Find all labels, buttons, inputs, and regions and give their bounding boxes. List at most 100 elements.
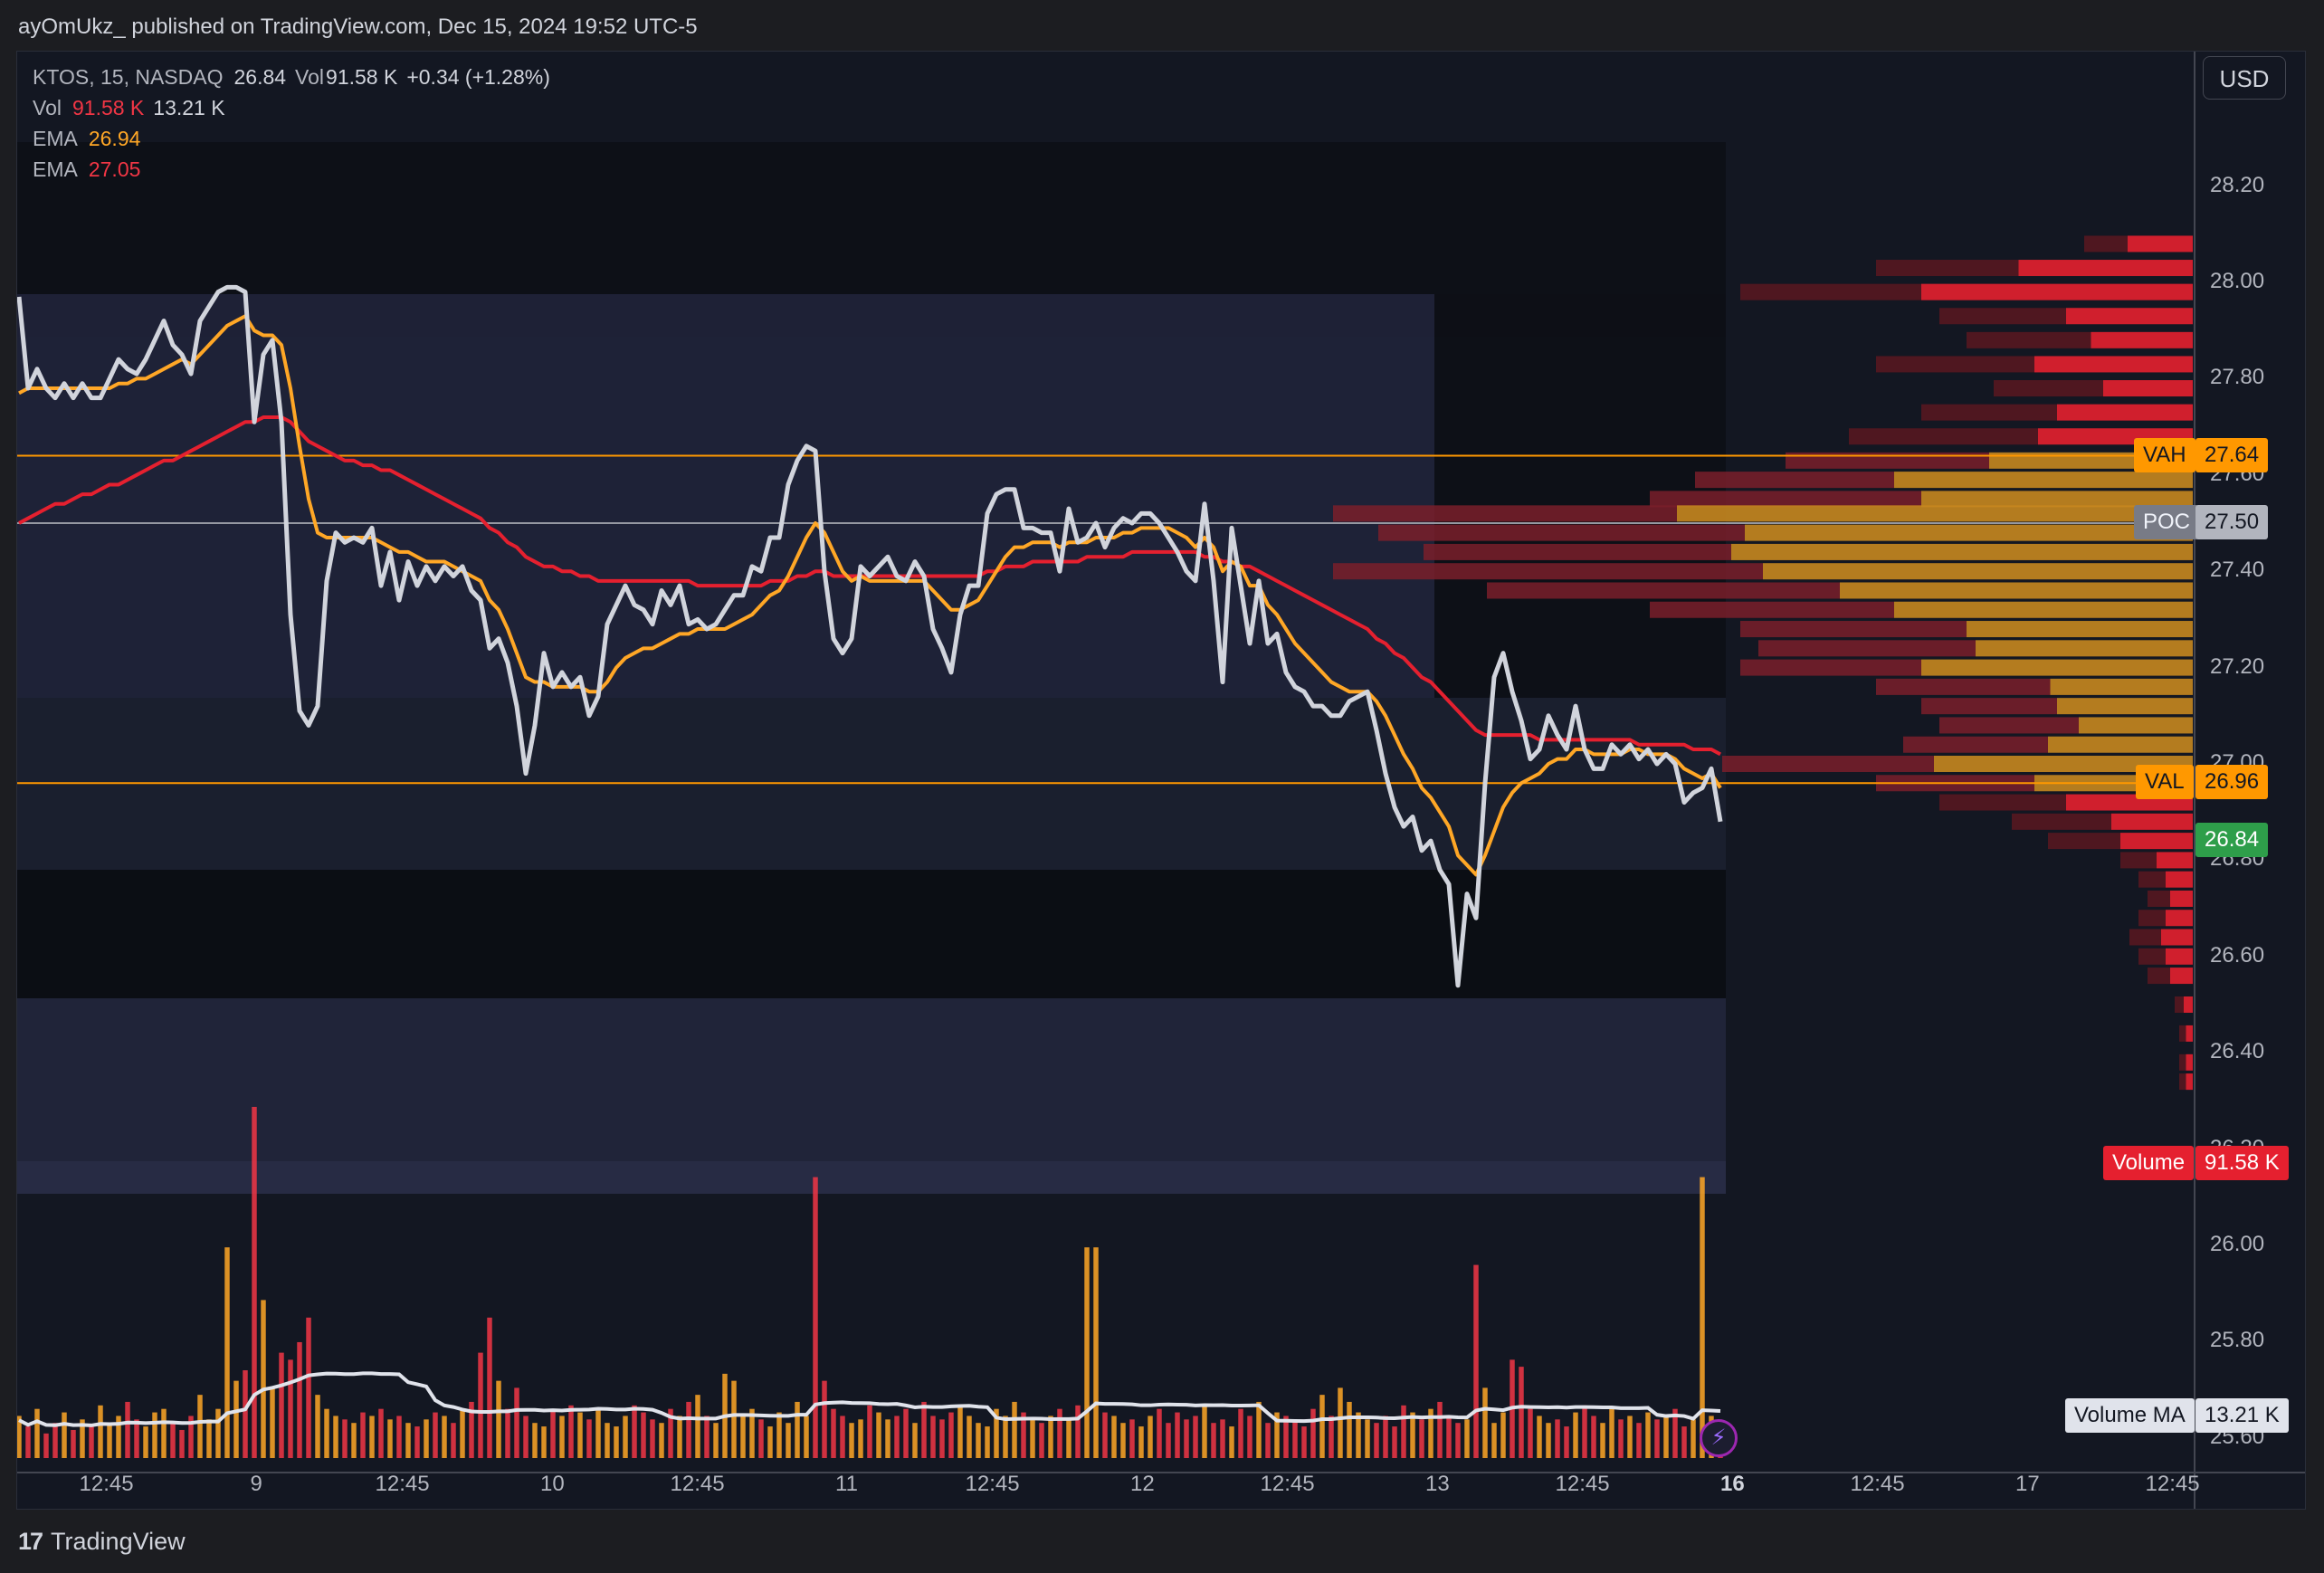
chart-pane[interactable] [16,51,2306,1510]
volume-bar [233,1380,239,1458]
volume-bar [98,1405,103,1458]
publisher-caption: ayOmUkz_ published on TradingView.com, D… [18,14,698,39]
volume-bar [849,1423,854,1458]
volume-profile-bar-down [2012,813,2111,830]
volume-bar [994,1408,999,1458]
volume-bar [89,1426,94,1458]
volume-bar [215,1408,221,1458]
volume-bar [1473,1264,1479,1458]
volume-profile-bar-down [1849,428,2038,445]
volume-bar [424,1419,429,1458]
volume-bar [1419,1419,1424,1458]
change-value: +0.34 (+1.28%) [406,65,550,89]
volume-profile-bar-up [1677,505,2193,522]
volume-bar [1283,1416,1289,1458]
volume-profile-bar-down [1695,472,1894,489]
time-tick-label: 12:45 [375,1472,430,1496]
volume-bar [957,1405,963,1458]
volume-bar [143,1426,148,1458]
volume-bar [125,1401,130,1458]
volume-bar [1700,1177,1705,1458]
price-tick-label: 27.80 [2210,365,2265,390]
ema-fast-line [18,314,1722,877]
volume-bar [1546,1423,1551,1458]
study-value: 27.05 [88,157,141,181]
volume-profile-bar-up [2166,871,2193,888]
volume-bar [1600,1423,1605,1458]
study-legend-row[interactable]: EMA 27.05 [33,154,559,185]
volume-bar [487,1317,492,1458]
volume-bar [550,1408,556,1458]
vol-value: 91.58 K [326,65,398,89]
volume-bar [831,1408,836,1458]
volume-bar [369,1416,375,1458]
volume-bar [1184,1419,1189,1458]
time-tick-label: 16 [1720,1472,1745,1496]
price-tick-label: 27.40 [2210,558,2265,583]
volume-bar [1491,1423,1497,1458]
volume-profile-bar-up [2184,996,2193,1013]
volume-bar [152,1412,157,1458]
volume-bar [1347,1401,1352,1458]
volume-bar [885,1419,891,1458]
volume-profile-bar-up [2050,678,2193,695]
study-value: 13.21 K [153,96,225,119]
study-name: EMA [33,127,78,150]
volume-profile-bar-up [1894,472,2193,489]
volume-bar [758,1419,764,1458]
study-legend-row[interactable]: Vol 91.58 K 13.21 K [33,92,559,123]
footer [0,1510,2324,1573]
brand-name: TradingView [51,1528,186,1555]
volume-profile-bar-up [1921,491,2193,508]
volume-bar [577,1412,583,1458]
volume-bar [1301,1426,1307,1458]
volume-bar [903,1408,909,1458]
volume-bar [1319,1395,1325,1458]
chart-canvas[interactable] [17,52,2306,1510]
volume-bar [677,1416,682,1458]
volume-bar [514,1387,519,1458]
study-legend-row[interactable]: EMA 26.94 [33,123,559,154]
volume-bar [605,1423,610,1458]
volume-bar [442,1416,447,1458]
volume-bar [523,1416,529,1458]
volume-bar [668,1408,673,1458]
price-tick-label: 26.60 [2210,942,2265,968]
volume-ma-name-tag: Volume MA [2065,1398,2195,1433]
time-tick-label: 9 [250,1472,262,1496]
lightning-icon[interactable]: ⚡ [1700,1419,1738,1457]
volume-bar [541,1426,547,1458]
volume-bar [1066,1419,1072,1458]
volume-profile-bar-down [1921,698,2057,715]
volume-bar [532,1423,538,1458]
volume-bar [650,1419,655,1458]
study-value: 26.94 [88,127,141,150]
volume-profile-bar-up [1934,756,2193,772]
volume-bar [62,1412,67,1458]
study-name: EMA [33,157,78,181]
tradingview-logo-icon: 17 [18,1528,43,1555]
volume-profile-bar-up [2157,852,2193,869]
volume-bar [1519,1367,1524,1458]
symbol-legend-row[interactable]: KTOS, 15, NASDAQ 26.84 Vol91.58 K +0.34 (+1… [33,62,559,92]
val-value-tag: 26.96 [2195,765,2269,800]
volume-bar [641,1412,646,1458]
volume-profile-bar-down [1740,283,1921,300]
volume-bar [568,1405,574,1458]
volume-bar [80,1419,85,1458]
range-zone [17,870,1726,998]
volume-bar [586,1419,592,1458]
currency-button[interactable]: USD [2203,56,2286,100]
volume-bar [1464,1419,1470,1458]
volume-bar [1211,1423,1216,1458]
volume-profile-bar-up [2057,698,2193,715]
volume-profile-bar-down [1650,491,1921,508]
volume-bar [912,1423,918,1458]
tradingview-brand[interactable]: 17 TradingView [18,1528,186,1556]
volume-bar [396,1416,402,1458]
volume-profile-bar-down [1740,659,1921,676]
volume-bar [116,1416,121,1458]
volume-bar [1193,1416,1198,1458]
symbol-label[interactable]: KTOS, 15, NASDAQ [33,65,224,89]
volume-profile-bar-down [2179,1073,2186,1091]
